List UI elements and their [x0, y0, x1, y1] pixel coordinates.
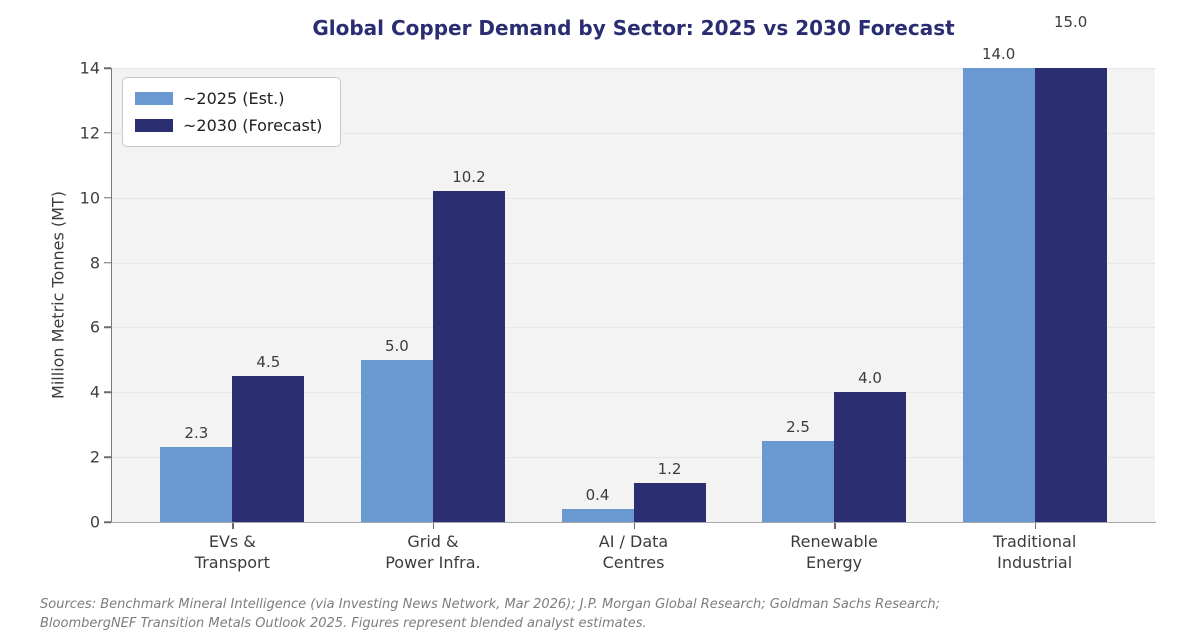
- x-tick-mark: [834, 523, 836, 529]
- y-tick-mark: [104, 132, 111, 134]
- bar-value-label: 15.0: [1053, 12, 1088, 31]
- plot-area: 2.3 4.5 5.0 10.2 0.4 1.2 2.5 4.0 14.0 15.0: [112, 13, 1155, 522]
- y-tick-label: 0: [89, 512, 100, 532]
- gridline: [112, 132, 1155, 134]
- bar-value-label: 1.2: [657, 460, 682, 479]
- y-tick-label: 10: [79, 188, 100, 208]
- legend-item-2025: ~2025 (Est.): [135, 89, 322, 108]
- bar-value-label: 0.4: [585, 486, 610, 505]
- bar-2030: [432, 191, 505, 522]
- y-tick-label: 12: [79, 123, 100, 143]
- y-tick-mark: [104, 456, 111, 458]
- y-axis-title: Million Metric Tonnes (MT): [48, 191, 68, 399]
- bar-value-label: 2.5: [786, 417, 810, 436]
- legend-item-2030: ~2030 (Forecast): [135, 116, 322, 135]
- bar-2030: [633, 483, 706, 522]
- bar-value-label: 10.2: [452, 168, 486, 187]
- source-note-line-2: BloombergNEF Transition Metals Outlook 2…: [40, 616, 647, 631]
- legend-label-2025: ~2025 (Est.): [183, 89, 285, 108]
- bar-value-label: 4.0: [858, 369, 882, 388]
- source-note-line-1: Sources: Benchmark Mineral Intelligence …: [40, 597, 941, 612]
- x-tick-mark: [1034, 523, 1037, 529]
- bar-2025: [360, 359, 433, 522]
- legend-label-2030: ~2030 (Forecast): [183, 116, 323, 135]
- x-axis-spine: [111, 522, 1156, 523]
- y-tick-label: 4: [89, 382, 100, 402]
- x-category-label: Grid & Power Infra.: [385, 532, 481, 572]
- y-tick-mark: [104, 261, 111, 264]
- chart-title: Global Copper Demand by Sector: 2025 vs …: [312, 16, 955, 40]
- legend: ~2025 (Est.) ~2030 (Forecast): [122, 77, 342, 147]
- x-category-label: AI / Data Centres: [598, 532, 669, 572]
- bar-value-label: 4.5: [256, 353, 281, 372]
- x-category-label: Renewable Energy: [790, 532, 878, 572]
- gridline: [112, 457, 1155, 459]
- x-tick-mark: [633, 523, 635, 529]
- y-tick-label: 14: [79, 58, 100, 78]
- legend-swatch-2025: [135, 92, 173, 105]
- y-axis-spine: [111, 68, 112, 523]
- y-tick-mark: [104, 521, 111, 523]
- bar-value-label: 14.0: [981, 45, 1016, 63]
- y-tick-mark: [104, 326, 111, 329]
- x-category-label: Traditional Industrial: [992, 532, 1077, 572]
- bar-2030: [232, 376, 305, 522]
- bar-2030: [834, 392, 907, 522]
- gridline: [112, 392, 1155, 394]
- x-category-label: EVs & Transport: [194, 532, 270, 572]
- gridline: [112, 197, 1155, 199]
- y-tick-label: 6: [89, 317, 100, 337]
- bar-2025: [762, 440, 835, 522]
- y-tick-mark: [104, 67, 111, 69]
- bar-2025: [561, 509, 634, 522]
- bar-value-label: 2.3: [184, 424, 209, 443]
- gridline: [112, 262, 1155, 264]
- y-tick-label: 2: [89, 447, 100, 467]
- bar-2030: [1034, 68, 1107, 522]
- bar-2025: [160, 447, 233, 522]
- bar-value-label: 5.0: [384, 336, 409, 355]
- y-tick-label: 8: [89, 253, 100, 273]
- legend-swatch-2030: [135, 119, 173, 132]
- source-note: Sources: Benchmark Mineral Intelligence …: [40, 595, 940, 633]
- gridline: [112, 68, 1155, 69]
- bar-2025: [962, 68, 1035, 522]
- gridline: [112, 327, 1155, 329]
- y-tick-mark: [104, 391, 111, 394]
- x-tick-mark: [232, 523, 234, 529]
- y-tick-mark: [104, 196, 111, 199]
- x-tick-mark: [432, 523, 435, 529]
